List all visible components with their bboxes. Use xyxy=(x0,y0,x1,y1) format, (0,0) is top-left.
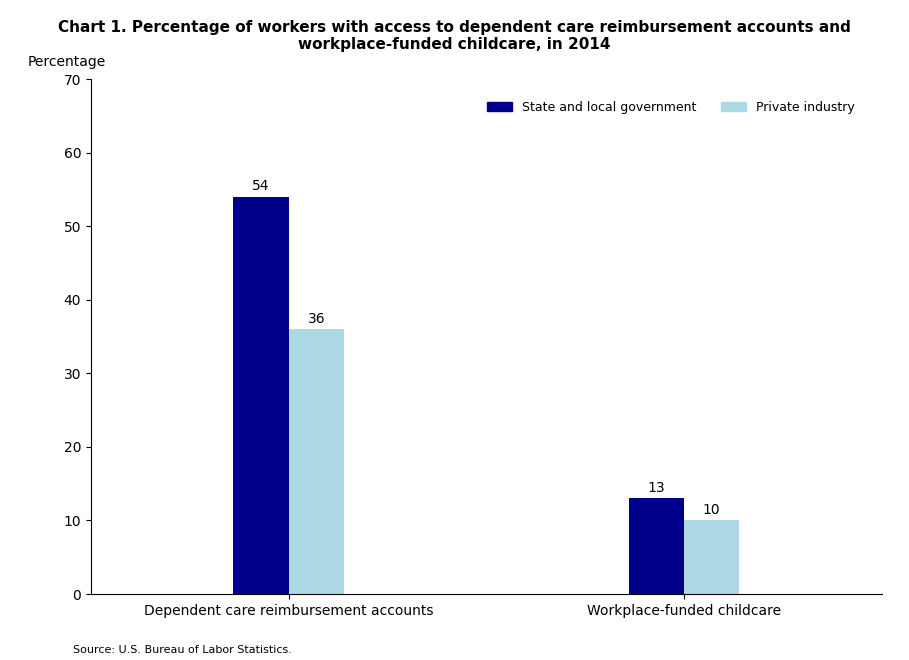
Text: Source: U.S. Bureau of Labor Statistics.: Source: U.S. Bureau of Labor Statistics. xyxy=(73,645,292,655)
Text: Chart 1. Percentage of workers with access to dependent care reimbursement accou: Chart 1. Percentage of workers with acce… xyxy=(58,20,851,52)
Text: 10: 10 xyxy=(703,503,721,517)
Bar xyxy=(684,521,739,594)
Text: 13: 13 xyxy=(647,480,665,495)
Bar xyxy=(629,498,684,594)
Text: 36: 36 xyxy=(307,312,325,325)
Bar xyxy=(234,197,289,594)
Text: 54: 54 xyxy=(252,180,270,193)
Text: Percentage: Percentage xyxy=(27,55,105,69)
Legend: State and local government, Private industry: State and local government, Private indu… xyxy=(482,96,860,119)
Bar xyxy=(289,329,344,594)
